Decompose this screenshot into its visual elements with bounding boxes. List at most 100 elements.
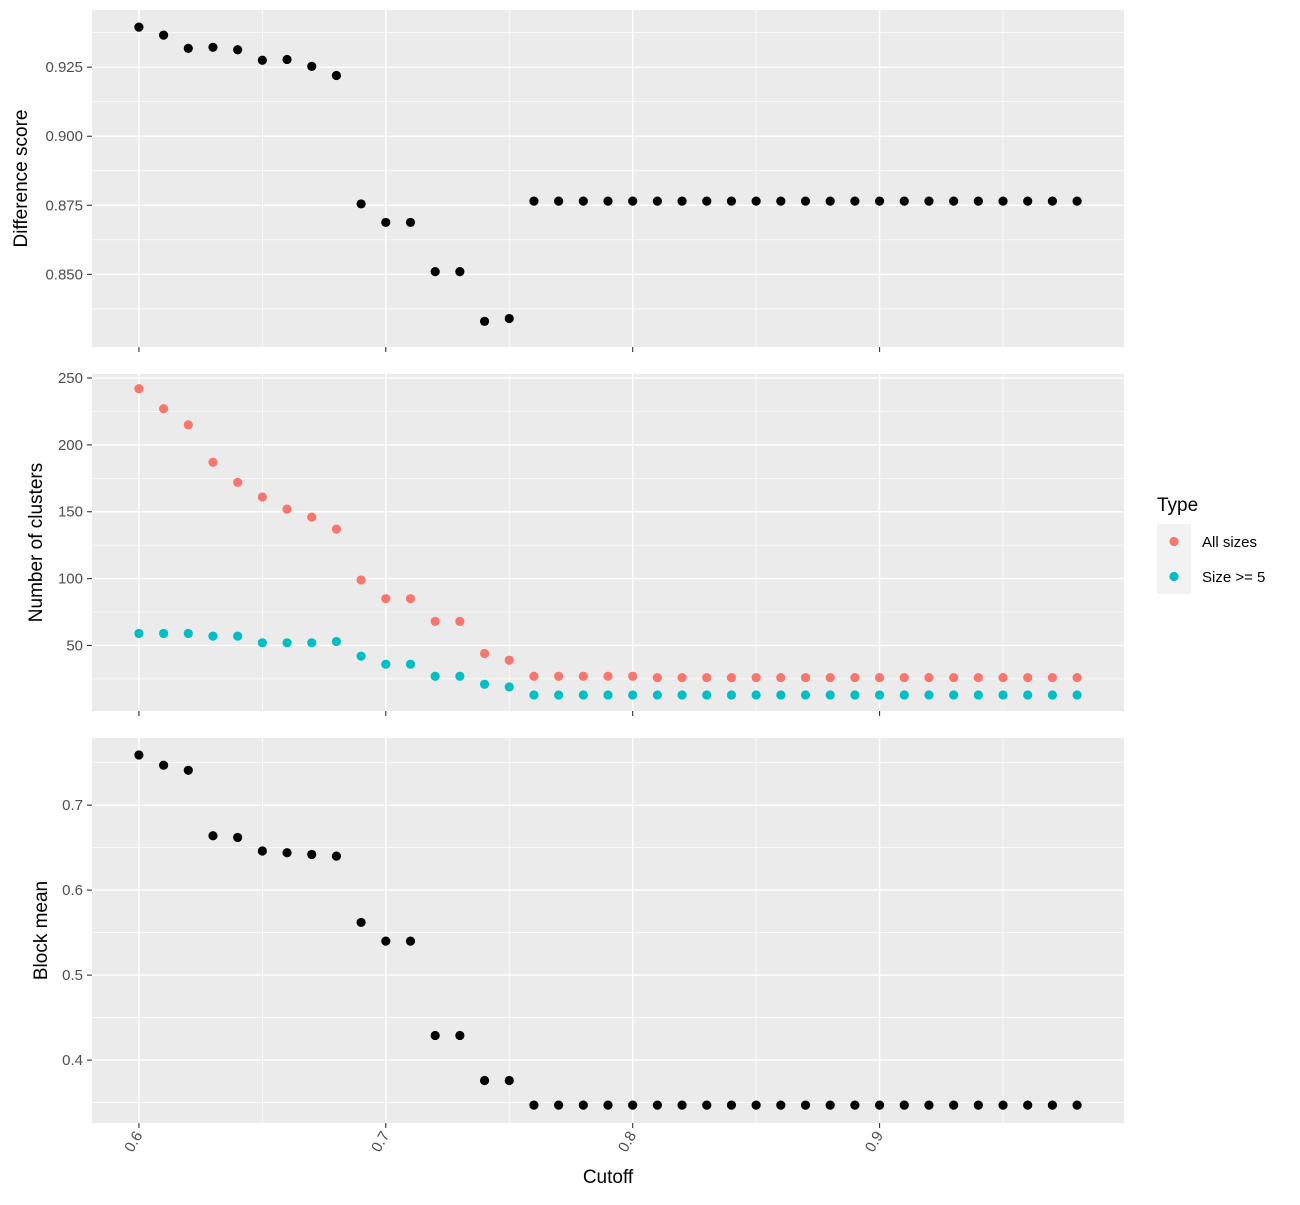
data-point [282, 504, 292, 514]
data-point [973, 672, 983, 683]
data-point [430, 671, 440, 681]
x-tick-label: 0.8 [615, 1129, 640, 1156]
data-point [677, 672, 687, 683]
data-point [1047, 1100, 1058, 1110]
data-point [134, 628, 144, 639]
data-point [405, 659, 416, 669]
data-point [208, 631, 218, 641]
data-point [603, 690, 613, 700]
data-point [998, 196, 1008, 206]
data-point [899, 1100, 909, 1110]
data-point [628, 196, 638, 206]
data-point [430, 616, 440, 627]
data-point [183, 628, 193, 639]
legend-label-all-sizes: All sizes [1202, 534, 1257, 551]
data-point [726, 690, 737, 700]
data-point [356, 917, 366, 928]
data-point [603, 671, 613, 681]
data-point [899, 690, 909, 700]
data-point [233, 477, 243, 487]
data-point [1047, 690, 1058, 700]
data-point [356, 651, 366, 661]
data-point [1072, 672, 1082, 683]
data-point [158, 760, 169, 770]
data-point [479, 679, 490, 689]
data-point [1023, 672, 1033, 683]
data-point [677, 196, 687, 206]
data-point [603, 196, 613, 206]
data-point [702, 690, 712, 700]
panel-background [92, 374, 1124, 711]
data-point [702, 1100, 712, 1110]
data-point [134, 384, 144, 394]
data-point [1023, 690, 1033, 700]
data-point [504, 682, 514, 692]
panel-background [92, 738, 1124, 1123]
data-point [800, 690, 811, 700]
data-point [381, 594, 391, 604]
y-tick-label: 0.7 [62, 797, 83, 814]
data-point [331, 851, 342, 861]
y-tick-label: 200 [58, 437, 83, 454]
data-point [998, 1100, 1008, 1110]
data-point [628, 690, 638, 700]
data-point [554, 690, 564, 700]
data-point [874, 196, 885, 206]
data-point [825, 196, 835, 206]
data-point [183, 765, 193, 775]
data-point [578, 196, 588, 206]
data-point [677, 690, 687, 700]
data-point [381, 936, 391, 946]
y-tick-label: 100 [58, 571, 83, 588]
data-point [183, 43, 193, 53]
data-point [208, 42, 218, 52]
data-point [554, 671, 564, 681]
data-point [307, 849, 317, 860]
panel-2: 50 100 150 200 250 Number of clusters [26, 370, 1124, 716]
x-tick-label: 0.7 [368, 1129, 393, 1156]
data-point [455, 266, 465, 277]
data-point [529, 671, 539, 681]
y-tick-label: 0.925 [45, 59, 83, 76]
data-point [479, 316, 490, 326]
legend-key-size-ge-5 [1169, 571, 1179, 582]
x-tick-label: 0.9 [862, 1129, 887, 1156]
data-point [158, 30, 169, 40]
data-point [652, 196, 662, 206]
data-point [998, 672, 1008, 683]
data-point [973, 1100, 983, 1110]
data-point [183, 420, 193, 430]
data-point [504, 1075, 514, 1086]
y-tick-label: 50 [66, 637, 83, 654]
data-point [751, 196, 761, 206]
y-axis-title: Number of clusters [26, 463, 47, 622]
data-point [1023, 196, 1033, 206]
data-point [924, 690, 934, 700]
data-point [1072, 1100, 1082, 1110]
panel-background [92, 10, 1124, 347]
data-point [282, 54, 292, 65]
series-all-sizes [134, 384, 1082, 683]
data-point [998, 690, 1008, 700]
data-point [949, 672, 959, 683]
data-point [1047, 672, 1058, 683]
data-point [850, 672, 860, 683]
legend-key-all-sizes [1169, 536, 1179, 547]
y-tick-label: 0.875 [45, 197, 83, 214]
data-point [257, 492, 267, 502]
data-point [405, 936, 416, 946]
data-point [949, 690, 959, 700]
data-point [282, 848, 292, 858]
data-point [455, 671, 465, 681]
data-point [356, 199, 366, 209]
data-point [628, 1100, 638, 1110]
data-point [554, 196, 564, 206]
data-point [850, 690, 860, 700]
data-point [158, 628, 169, 639]
data-point [134, 22, 144, 32]
data-point [800, 196, 811, 206]
data-point [331, 524, 342, 534]
data-point [381, 659, 391, 669]
panel-3: 0.4 0.5 0.6 0.7 0.6 0.7 0.8 0.9 Block mean [31, 738, 1124, 1155]
